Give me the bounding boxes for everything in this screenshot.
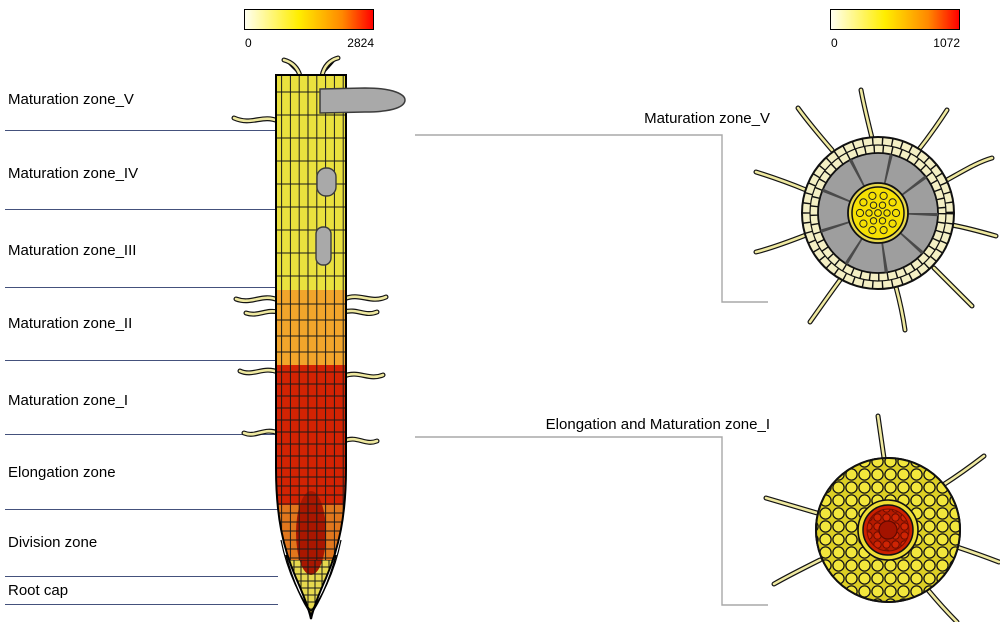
zone-label-maturation-iv: Maturation zone_IV bbox=[8, 165, 139, 182]
zone-label-maturation-iii: Maturation zone_III bbox=[8, 242, 137, 259]
scale-right-max: 1072 bbox=[933, 36, 960, 50]
zone-divider bbox=[5, 509, 278, 510]
zone-label-elongation: Elongation zone bbox=[8, 464, 116, 481]
zone-label-division: Division zone bbox=[8, 534, 98, 551]
root-hairs bbox=[234, 58, 386, 442]
zone-label-root-cap: Root cap bbox=[8, 582, 69, 599]
connector-line-elongation-maturation-i bbox=[415, 436, 768, 606]
zone-label-maturation-v: Maturation zone_V bbox=[8, 91, 134, 108]
expression-scale-left bbox=[244, 9, 374, 30]
zone-divider bbox=[5, 209, 278, 210]
root-outline bbox=[275, 74, 347, 620]
cross-section-maturation-v bbox=[756, 90, 996, 330]
cross-section-root-hairs bbox=[766, 416, 1000, 622]
zone-label-maturation-i: Maturation zone_I bbox=[8, 392, 129, 409]
zone-divider bbox=[5, 434, 278, 435]
expression-scale-right bbox=[830, 9, 960, 30]
scale-left-max: 2824 bbox=[347, 36, 374, 50]
expression-scale-right-labels: 0 1072 bbox=[830, 36, 960, 50]
scale-right-min: 0 bbox=[831, 36, 838, 50]
cross-section-root-hairs bbox=[756, 90, 996, 330]
zone-divider bbox=[5, 576, 278, 577]
cross-section-elongation-maturation-i bbox=[766, 416, 1000, 622]
expression-scale-left-labels: 0 2824 bbox=[244, 36, 374, 50]
section-label-elongation-maturation-i: Elongation and Maturation zone_I bbox=[545, 416, 770, 433]
scale-left-min: 0 bbox=[245, 36, 252, 50]
root-cap-layer bbox=[280, 539, 342, 612]
root-cap-layer bbox=[285, 554, 337, 616]
cortex-cells bbox=[816, 458, 960, 602]
zone-label-maturation-ii: Maturation zone_II bbox=[8, 315, 133, 332]
zone-divider bbox=[5, 130, 278, 131]
zone-divider bbox=[5, 287, 278, 288]
section-label-maturation-v: Maturation zone_V bbox=[644, 110, 770, 127]
stele-cells bbox=[855, 191, 901, 235]
zone-divider bbox=[5, 604, 278, 605]
connector-line-maturation-v bbox=[415, 134, 768, 303]
zone-divider bbox=[5, 360, 278, 361]
root-longitudinal-diagram bbox=[234, 58, 406, 620]
lateral-root-primordia bbox=[315, 87, 406, 266]
